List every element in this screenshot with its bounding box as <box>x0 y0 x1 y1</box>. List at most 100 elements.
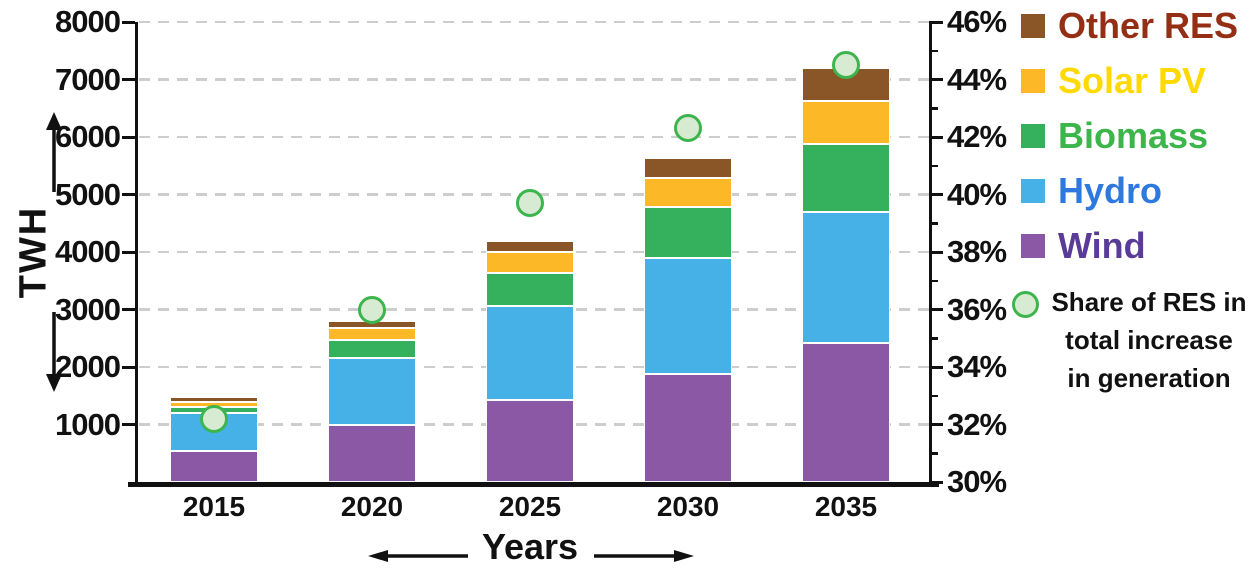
share-text-line: total increase <box>1065 325 1233 355</box>
legend: Other RES Solar PV Biomass Hydro Wind Sh… <box>1004 8 1256 397</box>
share-marker-2020 <box>358 295 386 324</box>
right-axis-minor-tick <box>929 222 938 225</box>
x-axis-line <box>128 482 939 487</box>
up-arrow-icon <box>46 112 62 192</box>
share-marker-2025 <box>516 189 544 218</box>
share-marker-2030 <box>674 114 702 143</box>
legend-item-wind: Wind <box>1004 228 1256 264</box>
right-axis-minor-tick <box>929 49 938 53</box>
share-marker-icon <box>1012 291 1039 318</box>
left-axis-tick-label: 8000 <box>55 4 121 39</box>
legend-item-share: Share of RES in total increase in genera… <box>1004 283 1256 397</box>
bar-segment-hydro-2025 <box>486 306 574 401</box>
legend-share-text: Share of RES in total increase in genera… <box>1045 283 1253 397</box>
right-axis-tick-label: 46% <box>947 4 1007 39</box>
right-axis-tick-label: 36% <box>947 291 1007 327</box>
bar-segment-biomass-2035 <box>802 143 890 212</box>
bar-segment-wind-2020 <box>328 424 416 482</box>
left-axis-tick-label: 5000 <box>55 176 121 212</box>
bar-segment-solar-pv-2030 <box>644 177 732 208</box>
year-label-2030: 2030 <box>656 491 720 522</box>
share-marker-2035 <box>832 51 860 80</box>
right-axis-minor-tick <box>929 394 938 398</box>
right-axis-major-tick <box>929 365 943 369</box>
bar-segment-biomass-2025 <box>486 273 574 307</box>
legend-item-hydro: Hydro <box>1004 173 1256 209</box>
left-axis-tick <box>122 193 135 196</box>
left-axis-line <box>135 22 138 486</box>
bar-segment-other-res-2025 <box>486 240 574 252</box>
legend-swatch-other-res <box>1021 14 1045 38</box>
left-axis-tick-label: 4000 <box>55 234 121 269</box>
right-axis-tick-label: 34% <box>947 349 1007 384</box>
bar-segment-hydro-2020 <box>328 358 416 425</box>
left-axis-tick <box>122 365 135 369</box>
right-axis-tick-label: 40% <box>947 176 1007 212</box>
bar-segment-wind-2025 <box>486 400 574 482</box>
left-axis-tick <box>122 135 135 139</box>
legend-label-wind: Wind <box>1058 225 1146 266</box>
share-text-line: in generation <box>1067 363 1231 393</box>
bar-segment-other-res-2015 <box>170 396 258 403</box>
left-axis-tick <box>122 308 135 311</box>
bar-segment-wind-2030 <box>644 373 732 482</box>
bar-segment-solar-pv-2025 <box>486 252 574 274</box>
legend-swatch-biomass <box>1021 124 1045 148</box>
bar-segment-biomass-2030 <box>644 207 732 259</box>
bar-segment-solar-pv-2020 <box>328 327 416 341</box>
bar-segment-solar-pv-2035 <box>802 101 890 144</box>
left-axis-tick <box>122 250 135 254</box>
grid-line <box>139 20 929 24</box>
bar-segment-hydro-2035 <box>802 211 890 344</box>
year-label-2035: 2035 <box>814 491 878 522</box>
right-axis-line <box>929 22 932 486</box>
right-axis-tick-label: 30% <box>947 464 1007 499</box>
left-axis-tick-label: 1000 <box>55 406 121 442</box>
bar-segment-other-res-2030 <box>644 157 732 178</box>
right-axis-tick-label: 32% <box>947 406 1007 442</box>
legend-label-biomass: Biomass <box>1058 115 1209 156</box>
legend-label-solar-pv: Solar PV <box>1058 60 1207 101</box>
left-axis-tick-label: 7000 <box>55 61 121 97</box>
legend-swatch-hydro <box>1021 179 1045 203</box>
grid-line <box>139 78 929 81</box>
y-axis-title: TWH <box>12 205 55 299</box>
bar-segment-biomass-2020 <box>328 340 416 359</box>
right-axis-major-tick <box>929 20 943 24</box>
year-label-2020: 2020 <box>340 491 404 522</box>
legend-item-other-res: Other RES <box>1004 8 1256 44</box>
right-axis-major-tick <box>929 423 943 426</box>
left-axis-tick <box>122 78 135 81</box>
right-axis-tick-label: 44% <box>947 61 1007 97</box>
right-axis-minor-tick <box>929 107 938 110</box>
right-axis-minor-tick <box>929 279 938 283</box>
right-axis-minor-tick <box>929 452 938 455</box>
left-arrow-icon <box>368 550 468 562</box>
share-marker-2015 <box>200 404 228 433</box>
right-axis-minor-tick <box>929 337 938 340</box>
right-axis-tick-label: 38% <box>947 234 1007 269</box>
right-axis-major-tick <box>929 250 943 254</box>
x-axis-title: Years <box>481 526 579 567</box>
down-arrow-icon <box>46 312 62 392</box>
legend-swatch-wind <box>1021 234 1045 258</box>
legend-label-hydro: Hydro <box>1058 170 1163 211</box>
bar-segment-wind-2015 <box>170 450 258 482</box>
left-axis-tick <box>122 423 135 426</box>
left-axis-tick-label: 6000 <box>55 119 121 154</box>
left-axis-tick-label: 2000 <box>55 349 121 384</box>
right-axis-tick-label: 42% <box>947 119 1007 154</box>
bar-segment-hydro-2030 <box>644 258 732 374</box>
right-axis-major-tick <box>929 308 943 311</box>
right-axis-minor-tick <box>929 164 938 168</box>
right-axis-major-tick <box>929 193 943 196</box>
grid-line <box>139 135 929 139</box>
legend-swatch-solar-pv <box>1021 69 1045 93</box>
legend-label-other-res: Other RES <box>1058 5 1239 46</box>
left-axis-tick <box>122 20 135 24</box>
right-axis-major-tick <box>929 135 943 139</box>
legend-item-biomass: Biomass <box>1004 118 1256 154</box>
left-axis-tick-label: 3000 <box>55 291 121 327</box>
bar-segment-wind-2035 <box>802 343 890 482</box>
